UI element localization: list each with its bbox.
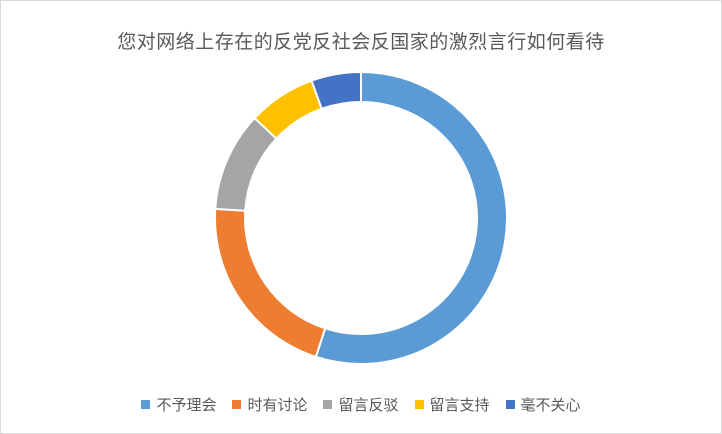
donut-slice-5 bbox=[310, 70, 362, 111]
donut-slice-2 bbox=[214, 207, 327, 359]
legend-label: 不予理会 bbox=[156, 396, 217, 414]
legend-item-2: 时有讨论 bbox=[232, 394, 307, 415]
legend-item-1: 不予理会 bbox=[141, 394, 216, 415]
legend-label: 留言支持 bbox=[429, 396, 490, 414]
legend-item-3: 留言反驳 bbox=[323, 394, 399, 415]
legend-label: 毫不关心 bbox=[520, 396, 581, 414]
legend-item-5: 毫不关心 bbox=[505, 394, 581, 415]
legend-label: 时有讨论 bbox=[247, 396, 308, 414]
legend-label: 留言反驳 bbox=[338, 396, 399, 414]
legend-item-4: 留言支持 bbox=[414, 394, 490, 415]
legend-swatch bbox=[414, 400, 424, 409]
donut-slice-1 bbox=[314, 70, 508, 365]
legend-swatch bbox=[505, 400, 515, 409]
legend-swatch bbox=[323, 400, 333, 409]
legend-swatch bbox=[141, 400, 151, 409]
chart-title: 您对网络上存在的反党反社会反国家的激烈言行如何看待 bbox=[117, 31, 605, 53]
donut-slice-3 bbox=[214, 116, 278, 212]
legend-swatch bbox=[232, 400, 242, 409]
chart-legend: 不予理会 时有讨论 留言反驳 留言支持 毫不关心 bbox=[0, 394, 722, 415]
